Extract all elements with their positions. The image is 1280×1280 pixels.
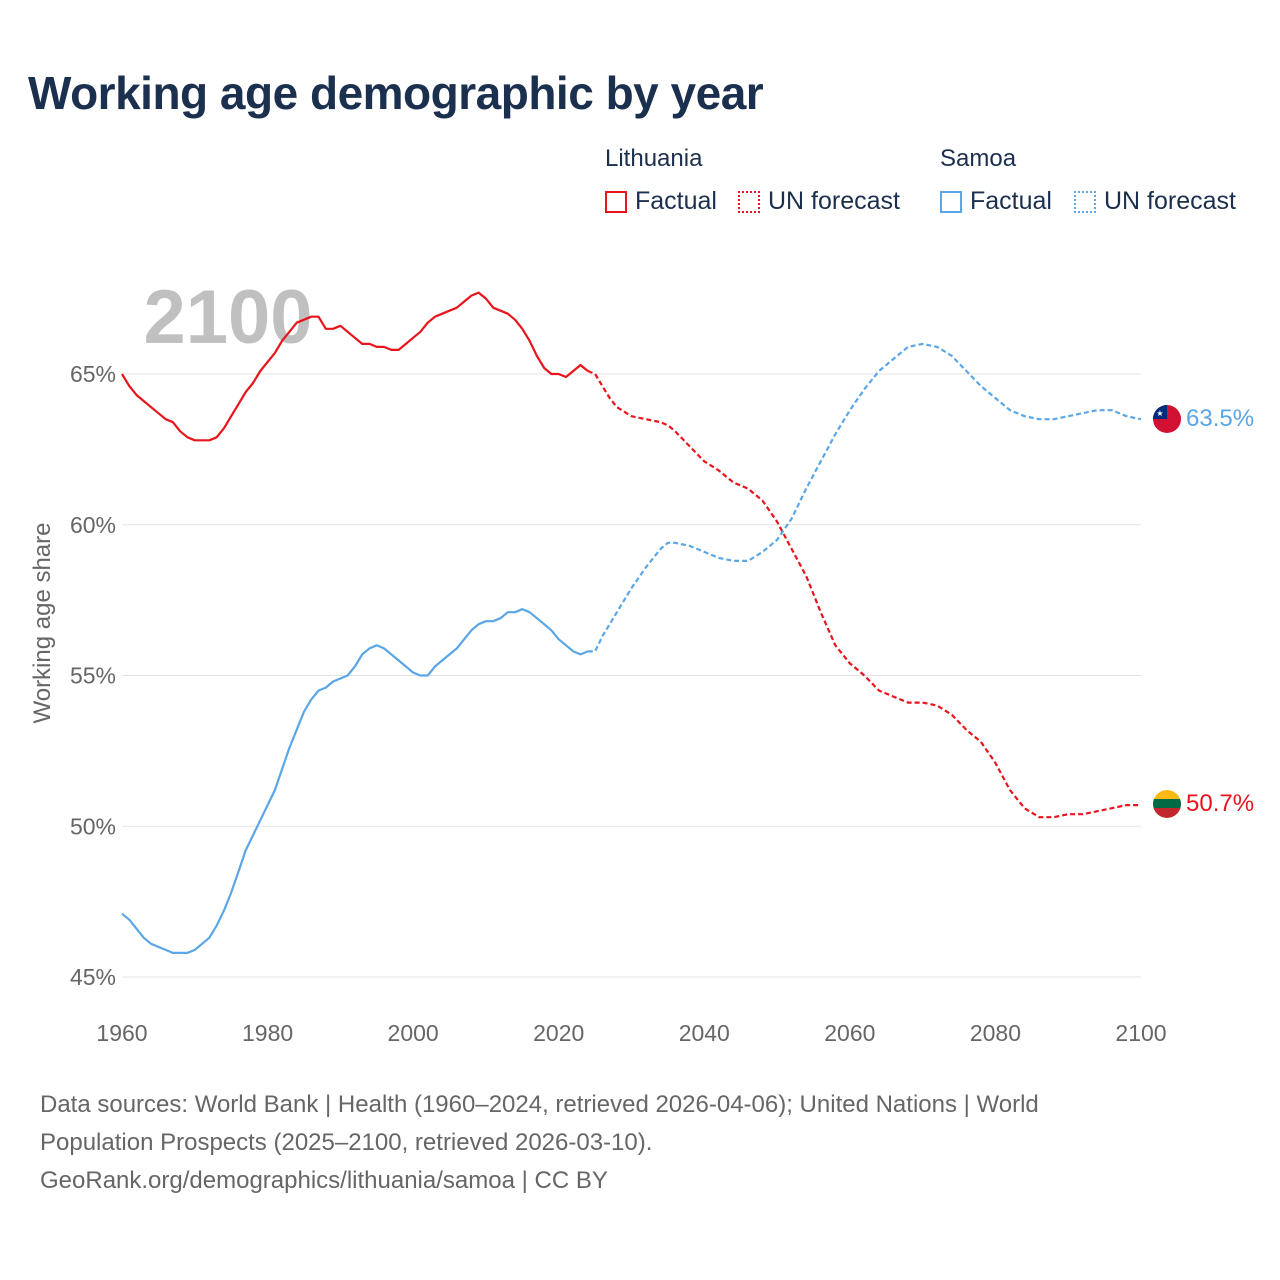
x-tick-label: 1960 <box>96 1020 147 1046</box>
x-tick-label: 2040 <box>679 1020 730 1046</box>
footer-link[interactable]: GeoRank.org/demographics/lithuania/samoa… <box>40 1167 608 1194</box>
y-axis-label: Working age share <box>29 523 56 724</box>
lithuania-factual-line[interactable] <box>121 291 589 442</box>
x-tick-label: 2020 <box>533 1020 584 1046</box>
x-tick-label: 2080 <box>970 1020 1021 1046</box>
legend-lithuania-forecast-label: UN forecast <box>768 187 900 215</box>
chart-title: Working age demographic by year <box>28 67 764 119</box>
legend-samoa-factual-label: Factual <box>970 187 1052 215</box>
legend-lithuania-factual[interactable]: Factual <box>605 187 717 216</box>
legend-samoa-factual[interactable]: Factual <box>940 187 1052 216</box>
footer-sources-line1: Data sources: World Bank | Health (1960–… <box>40 1091 1039 1118</box>
lithuania-end-label: 50.7% <box>1186 790 1254 817</box>
x-tick-label: 2000 <box>388 1020 439 1046</box>
footer: Data sources: World Bank | Health (1960–… <box>40 1086 1150 1200</box>
y-tick-label: 50% <box>70 813 116 839</box>
year-watermark: 2100 <box>143 275 312 360</box>
legend-lithuania-factual-swatch <box>605 190 627 213</box>
legend-lithuania-forecast[interactable]: UN forecast <box>738 187 900 216</box>
x-tick-label: 1980 <box>242 1020 293 1046</box>
legend-samoa-title: Samoa <box>940 145 1017 172</box>
footer-sources-line2: Population Prospects (2025–2100, retriev… <box>40 1129 653 1156</box>
lithuania-flag-icon <box>1153 790 1181 818</box>
samoa-forecast-line[interactable] <box>587 342 1142 653</box>
samoa-factual-line[interactable] <box>121 608 589 954</box>
legend-samoa-forecast[interactable]: UN forecast <box>1074 187 1236 216</box>
x-tick-label: 2100 <box>1115 1020 1166 1046</box>
y-tick-label: 55% <box>70 663 116 689</box>
line-chart: 2100 1960 1980 2000 2020 2040 2060 2080 2100 45… <box>29 275 1254 1046</box>
samoa-end-label: 63.5% <box>1186 405 1254 432</box>
legend-samoa-factual-swatch <box>940 190 962 213</box>
svg-text:★: ★ <box>1156 409 1163 418</box>
legend-lithuania-factual-label: Factual <box>635 187 717 215</box>
y-tick-label: 45% <box>70 964 116 990</box>
y-tick-label: 60% <box>70 512 116 538</box>
legend-samoa-forecast-label: UN forecast <box>1104 187 1236 215</box>
legend-lithuania-forecast-swatch <box>738 190 760 213</box>
legend-samoa-forecast-swatch <box>1074 190 1096 213</box>
legend-lithuania-title: Lithuania <box>605 145 703 172</box>
samoa-flag-icon: ★ <box>1153 405 1181 433</box>
lithuania-forecast-line[interactable] <box>587 369 1141 819</box>
x-tick-label: 2060 <box>824 1020 875 1046</box>
y-tick-label: 65% <box>70 361 116 387</box>
